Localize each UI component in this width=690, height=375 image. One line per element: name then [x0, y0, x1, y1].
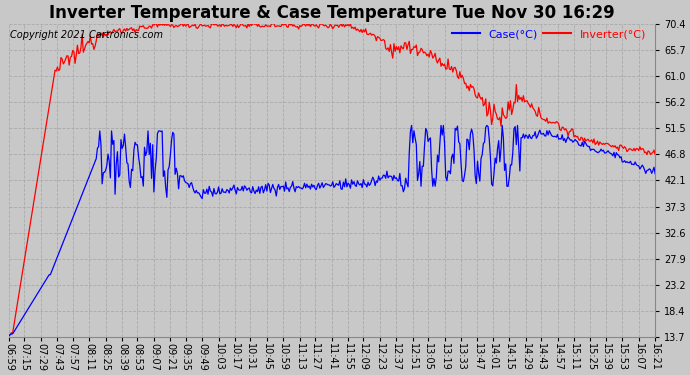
Legend: Case(°C), Inverter(°C): Case(°C), Inverter(°C): [447, 25, 651, 44]
Text: Copyright 2021 Cartronics.com: Copyright 2021 Cartronics.com: [10, 30, 164, 40]
Title: Inverter Temperature & Case Temperature Tue Nov 30 16:29: Inverter Temperature & Case Temperature …: [49, 4, 615, 22]
